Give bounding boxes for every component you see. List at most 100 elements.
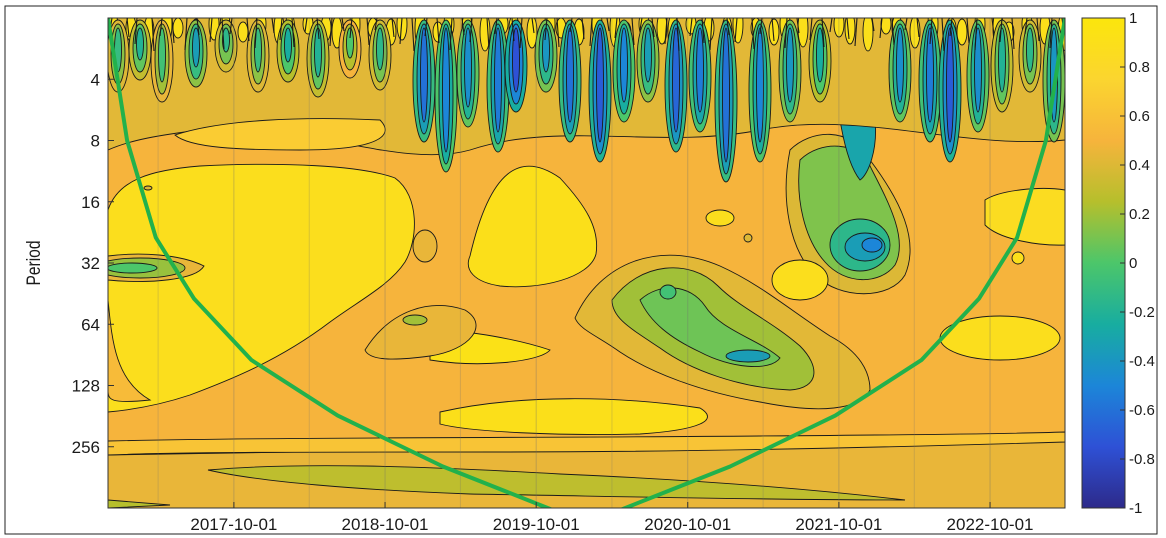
coherence-contour: [192, 27, 200, 68]
y-tick-label: 8: [91, 132, 100, 151]
contour-streak: [531, 18, 535, 34]
coherence-region: [207, 465, 906, 501]
coherence-region: [108, 163, 415, 413]
coherence-contour: [172, 18, 184, 39]
x-axis: 2017-10-01 2018-10-01 2019-10-01 2020-10-01…: [190, 502, 1034, 534]
contour-streak: [184, 18, 188, 51]
contour-streak: [854, 18, 858, 47]
contour-streak: [341, 18, 345, 32]
contour-streak: [829, 18, 833, 33]
y-axis-label: Period: [23, 240, 45, 285]
coherence-contour: [725, 349, 771, 363]
contour-streak: [639, 18, 643, 31]
coherence-contour: [768, 18, 780, 46]
colorbar-tick-label: -0.2: [1129, 304, 1155, 321]
coherence-contour: [346, 27, 354, 59]
contour-streak: [614, 18, 618, 39]
contour-streak: [651, 18, 655, 38]
coherence-contour: [620, 27, 628, 103]
contour-streak: [291, 18, 295, 48]
contour-streak: [221, 18, 225, 50]
contour-streak: [664, 18, 668, 45]
coherence-region: [439, 398, 708, 435]
contour-streak: [809, 18, 813, 41]
coherence-contour: [143, 185, 153, 191]
coherence-region: [174, 118, 386, 151]
coherence-contour: [396, 18, 408, 41]
coherence-contour: [816, 27, 824, 83]
contour-streak: [544, 18, 548, 41]
coherence-contour: [376, 27, 384, 71]
contour-streak: [991, 18, 995, 36]
coherence-contour: [861, 237, 883, 253]
contour-streak: [569, 18, 573, 33]
colorbar-tick-label: 0.8: [1129, 59, 1150, 76]
contour-streak: [411, 18, 415, 52]
contour-streak: [271, 18, 275, 34]
y-tick-label: 256: [72, 438, 100, 457]
contour-streak: [254, 18, 258, 49]
coherence-contour: [656, 18, 668, 45]
contour-streak: [556, 18, 560, 48]
coherence-contour: [696, 27, 704, 113]
coherence-contour: [412, 229, 438, 263]
contour-streak: [879, 18, 883, 39]
contour-streak: [436, 18, 440, 44]
contour-streak: [759, 18, 763, 35]
contour-streak: [916, 18, 920, 38]
contour-streak: [1036, 18, 1040, 42]
contour-streak: [999, 18, 1003, 43]
contour-streak: [966, 18, 970, 44]
colorbar-tick-label: -0.4: [1129, 353, 1155, 370]
figure-frame: [4, 5, 1158, 535]
contour-streak: [391, 18, 395, 38]
contour-streak: [784, 18, 788, 49]
colorbar-tick-label: -0.8: [1129, 451, 1155, 468]
coherence-contour: [833, 18, 845, 38]
coherence-contour: [284, 27, 292, 63]
contour-streak: [589, 18, 593, 47]
coherence-region: [468, 165, 598, 288]
contour-streak: [246, 18, 250, 42]
contour-streak: [676, 18, 680, 52]
vertical-gridlines: [157, 18, 991, 508]
contour-streak: [606, 18, 610, 32]
coherence-contour: [314, 27, 322, 78]
contour-streak: [709, 18, 713, 51]
contour-streak: [196, 18, 200, 36]
contour-streak: [1024, 18, 1028, 35]
colorbar-tick-label: 0: [1129, 255, 1137, 272]
coherence-contour: [237, 21, 249, 43]
contour-streak: [796, 18, 800, 34]
y-tick-label: 128: [72, 377, 100, 396]
contour-streak: [399, 18, 403, 45]
coherence-contour: [566, 27, 574, 123]
x-tick-label: 2020-10-01: [644, 515, 731, 534]
coherence-contour: [743, 233, 753, 243]
contour-streak: [1049, 18, 1053, 49]
contour-streak: [941, 18, 945, 52]
y-tick-label: 4: [91, 70, 100, 89]
contour-streak: [701, 18, 705, 44]
x-tick-label: 2021-10-01: [795, 515, 882, 534]
contour-streak: [461, 18, 465, 36]
contour-streak: [374, 18, 378, 31]
x-tick-label: 2017-10-01: [190, 515, 277, 534]
coherence-contour: [786, 27, 794, 103]
y-tick-label: 32: [81, 254, 100, 273]
coherence-contour: [158, 27, 166, 83]
colorbar-tick-label: 0.6: [1129, 108, 1150, 125]
colorbar-tick-label: 0.2: [1129, 206, 1150, 223]
contour-streak: [229, 18, 233, 35]
contour-streak: [126, 18, 130, 38]
coherence-contour: [896, 27, 904, 103]
coherence-contour: [862, 18, 874, 52]
coherence-contour: [956, 18, 968, 46]
contour-streak: [519, 18, 523, 49]
contour-streak: [494, 18, 498, 35]
contour-streak: [424, 18, 428, 37]
contour-streak: [329, 18, 333, 47]
coherence-contour: [974, 27, 982, 113]
plot-area: [108, 18, 1065, 508]
y-tick-label: 16: [81, 193, 100, 212]
